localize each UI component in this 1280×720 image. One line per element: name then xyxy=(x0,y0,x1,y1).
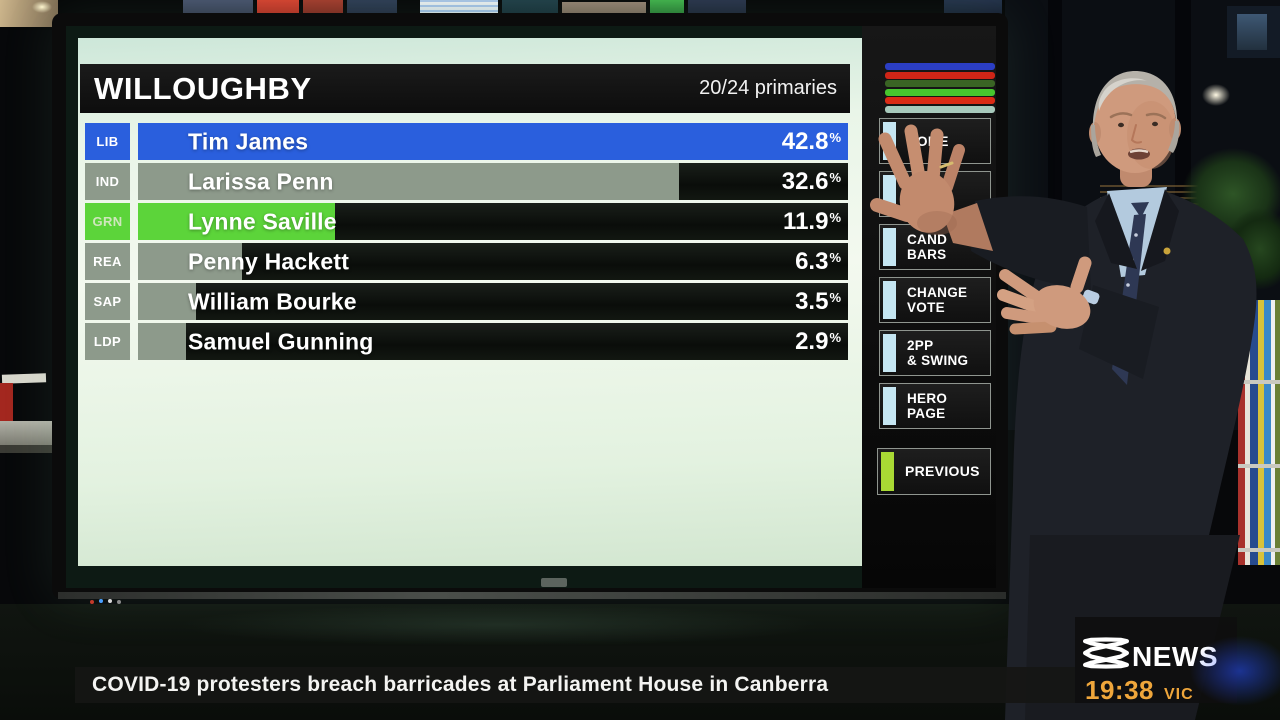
vote-percent: 32.6% xyxy=(781,167,841,195)
presenter xyxy=(870,71,1257,720)
vote-percent: 3.5% xyxy=(795,287,841,315)
vote-percent: 11.9% xyxy=(783,207,841,235)
vote-bar-track: William Bourke 3.5% xyxy=(138,283,848,320)
party-label: SAP xyxy=(85,283,130,320)
candidate-name: Lynne Saville xyxy=(188,208,337,234)
menu-button-2pp-swing[interactable]: 2PP & SWING xyxy=(879,330,991,376)
vote-percent: 6.3% xyxy=(795,247,841,275)
tv-bottom-edge xyxy=(58,592,1006,599)
time-display: 19:38 xyxy=(1085,675,1154,705)
vote-bar xyxy=(138,283,197,320)
party-label: IND xyxy=(85,163,130,200)
vote-bar xyxy=(138,203,336,240)
presenter-right-hand xyxy=(997,256,1092,335)
tv-led xyxy=(117,600,121,604)
vote-percent: 2.9% xyxy=(795,327,841,355)
red-book xyxy=(0,383,13,425)
region-label: VIC xyxy=(1164,686,1194,703)
tv-brand-logo xyxy=(541,578,567,587)
presenter-left-hand xyxy=(870,124,965,235)
party-color-bar xyxy=(885,80,995,87)
electorate-title: WILLOUGHBY xyxy=(94,70,312,106)
party-color-bar xyxy=(885,89,995,96)
party-color-bar xyxy=(885,97,995,104)
floor-led-glow xyxy=(1190,636,1280,706)
vote-bar xyxy=(138,323,187,360)
clock: 19:38 VIC xyxy=(1085,675,1194,706)
vote-bar-track: Samuel Gunning 2.9% xyxy=(138,323,848,360)
candidate-name: William Bourke xyxy=(188,288,357,314)
side-desk-shadow xyxy=(0,445,58,453)
abc-logo-icon xyxy=(1083,637,1129,669)
previous-button-stripe xyxy=(881,452,894,491)
side-desk xyxy=(0,421,58,445)
tv-led xyxy=(90,600,94,604)
menu-button-change-vote[interactable]: CHANGE VOTE xyxy=(879,277,991,323)
previous-button[interactable]: PREVIOUS xyxy=(877,448,991,495)
news-ticker: COVID-19 protesters breach barricades at… xyxy=(75,667,1075,703)
candidate-row[interactable]: GRN Lynne Saville 11.9% xyxy=(85,203,848,240)
party-color-bar xyxy=(885,63,995,70)
presenter-left-sleeve xyxy=(971,196,1091,291)
candidate-row[interactable]: IND Larissa Penn 32.6% xyxy=(85,163,848,200)
party-label: GRN xyxy=(85,203,130,240)
presenter-tie xyxy=(1131,202,1149,218)
vote-bar-track: Penny Hackett 6.3% xyxy=(138,243,848,280)
floor-screen-glow xyxy=(180,604,820,646)
ticker-headline: COVID-19 protesters breach barricades at… xyxy=(92,673,829,696)
tv-led xyxy=(99,599,103,603)
candidate-row[interactable]: SAP William Bourke 3.5% xyxy=(85,283,848,320)
vote-percent: 42.8% xyxy=(781,127,841,155)
party-color-bar xyxy=(885,106,995,113)
vote-bar-track: Larissa Penn 32.6% xyxy=(138,163,848,200)
vote-bar xyxy=(138,123,848,160)
candidate-name: Larissa Penn xyxy=(188,168,334,194)
vote-bar xyxy=(138,243,243,280)
candidate-row[interactable]: REA Penny Hackett 6.3% xyxy=(85,243,848,280)
lapel-pin xyxy=(1163,247,1171,255)
presenter-right-sleeve xyxy=(1079,285,1159,379)
vote-bar-track: Lynne Saville 11.9% xyxy=(138,203,848,240)
candidate-name: Tim James xyxy=(188,128,309,154)
menu-button-stripe xyxy=(883,281,896,319)
menu-button-stripe xyxy=(883,387,896,425)
candidate-row[interactable]: LIB Tim James 42.8% xyxy=(85,123,848,160)
party-label: LIB xyxy=(85,123,130,160)
tv-led xyxy=(108,599,112,603)
corner-monitor-screen xyxy=(1237,14,1267,50)
candidate-name: Penny Hackett xyxy=(188,248,350,274)
electorate-header: WILLOUGHBY 20/24 primaries xyxy=(80,64,850,113)
party-label: REA xyxy=(85,243,130,280)
party-color-bar xyxy=(885,72,995,79)
menu-button-hero-page[interactable]: HERO PAGE xyxy=(879,383,991,429)
menu-button-stripe xyxy=(883,334,896,372)
studio-lamp-glow xyxy=(1202,84,1230,106)
party-label: LDP xyxy=(85,323,130,360)
vote-bar xyxy=(138,163,680,200)
ceiling-downlight xyxy=(32,1,52,13)
candidate-row[interactable]: LDP Samuel Gunning 2.9% xyxy=(85,323,848,360)
menu-button-stripe xyxy=(883,228,896,266)
vote-bar-track: Tim James 42.8% xyxy=(138,123,848,160)
candidate-name: Samuel Gunning xyxy=(188,328,374,354)
count-progress: 20/24 primaries xyxy=(699,77,837,99)
